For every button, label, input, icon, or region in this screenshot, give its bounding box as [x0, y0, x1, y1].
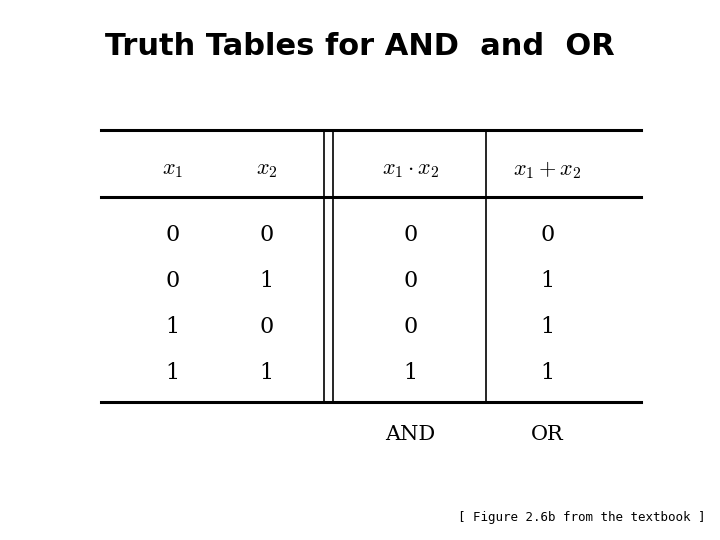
Text: AND: AND — [385, 425, 436, 444]
Text: $x_2$: $x_2$ — [256, 160, 277, 180]
Text: Truth Tables for AND  and  OR: Truth Tables for AND and OR — [105, 32, 615, 62]
Text: 1: 1 — [403, 362, 418, 383]
Text: 1: 1 — [259, 270, 274, 292]
Text: OR: OR — [531, 425, 564, 444]
Text: $x_1 + x_2$: $x_1 + x_2$ — [513, 159, 582, 181]
Text: 0: 0 — [259, 224, 274, 246]
Text: 0: 0 — [259, 316, 274, 338]
Text: 1: 1 — [540, 362, 554, 383]
Text: 0: 0 — [403, 224, 418, 246]
Text: $x_1$: $x_1$ — [162, 160, 184, 180]
Text: $x_1 \cdot x_2$: $x_1 \cdot x_2$ — [382, 160, 439, 180]
Text: 0: 0 — [166, 270, 180, 292]
Text: 1: 1 — [259, 362, 274, 383]
Text: 1: 1 — [166, 362, 180, 383]
Text: 1: 1 — [166, 316, 180, 338]
Text: 1: 1 — [540, 316, 554, 338]
Text: [ Figure 2.6b from the textbook ]: [ Figure 2.6b from the textbook ] — [458, 511, 706, 524]
Text: 0: 0 — [166, 224, 180, 246]
Text: 1: 1 — [540, 270, 554, 292]
Text: 0: 0 — [540, 224, 554, 246]
Text: 0: 0 — [403, 270, 418, 292]
Text: 0: 0 — [403, 316, 418, 338]
